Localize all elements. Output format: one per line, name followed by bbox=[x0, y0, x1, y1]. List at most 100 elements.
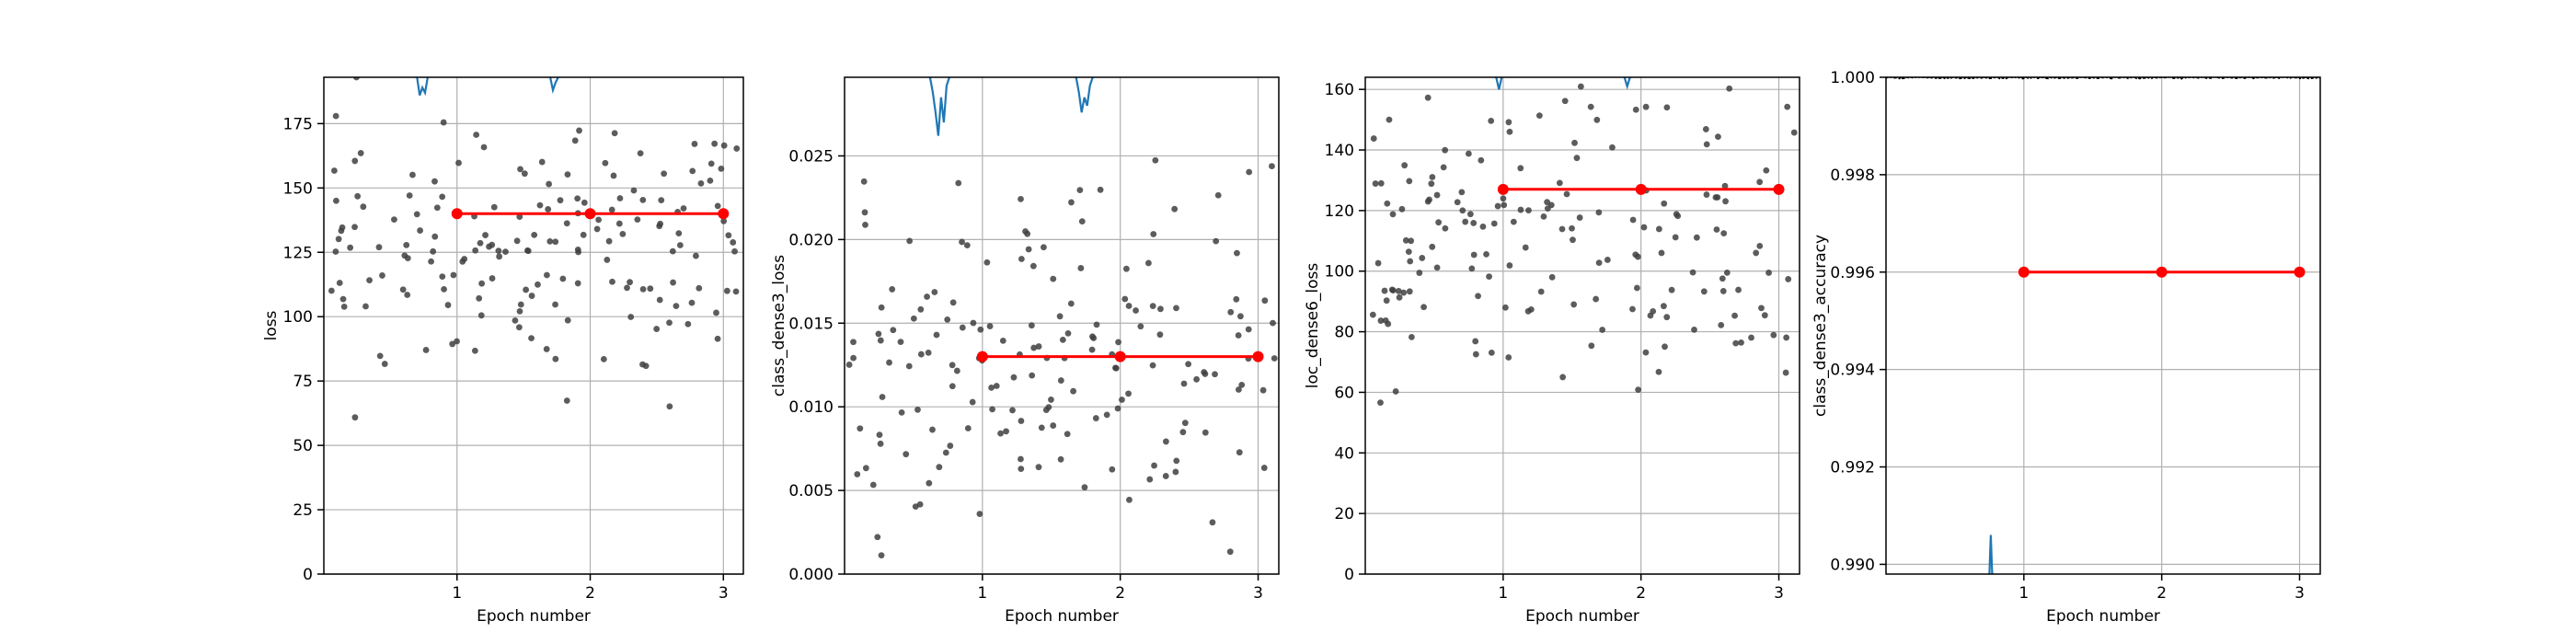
batch-point bbox=[515, 324, 523, 331]
batch-point bbox=[999, 337, 1006, 344]
batch-line bbox=[1075, 77, 1094, 113]
batch-point bbox=[1162, 438, 1169, 445]
axes-frame bbox=[323, 76, 744, 575]
batch-point bbox=[332, 112, 339, 120]
batch-point bbox=[955, 179, 962, 187]
batch-point bbox=[1029, 262, 1037, 270]
epoch-mean-point bbox=[976, 351, 988, 362]
batch-point bbox=[454, 338, 460, 345]
batch-point bbox=[713, 309, 719, 316]
batch-point bbox=[959, 324, 966, 331]
batch-point bbox=[1440, 164, 1447, 171]
batch-point bbox=[1561, 98, 1569, 105]
batch-point bbox=[557, 197, 564, 204]
batch-point bbox=[925, 349, 932, 356]
batch-point bbox=[1406, 178, 1413, 185]
batch-point bbox=[489, 241, 496, 248]
epoch-mean-point bbox=[718, 208, 730, 220]
batch-point bbox=[1479, 223, 1487, 230]
batch-point bbox=[535, 281, 541, 288]
batch-point bbox=[1400, 289, 1408, 296]
batch-point bbox=[1655, 368, 1662, 375]
batch-point bbox=[1524, 307, 1532, 315]
batch-point bbox=[1494, 202, 1501, 210]
batch-point bbox=[977, 326, 984, 333]
batch-point bbox=[936, 464, 943, 471]
batch-point bbox=[1172, 468, 1179, 476]
batch-point bbox=[482, 232, 489, 238]
batch-point bbox=[413, 211, 420, 218]
batch-point bbox=[1112, 364, 1119, 372]
y-tick-label: 40 bbox=[1334, 444, 1354, 463]
plot-area bbox=[845, 77, 1278, 559]
batch-point bbox=[1162, 473, 1169, 479]
x-tick-label: 1 bbox=[1498, 584, 1508, 603]
batch-point bbox=[670, 279, 676, 286]
batch-point bbox=[1587, 103, 1594, 110]
batch-point bbox=[931, 289, 938, 295]
batch-point bbox=[571, 137, 579, 144]
batch-point bbox=[581, 199, 588, 206]
batch-point bbox=[1149, 303, 1156, 309]
batch-point bbox=[422, 347, 430, 353]
y-tick-label: 0 bbox=[303, 566, 313, 584]
batch-point bbox=[1122, 265, 1130, 272]
batch-point bbox=[658, 197, 665, 203]
batch-point bbox=[490, 203, 498, 211]
batch-point bbox=[986, 323, 994, 329]
batch-point bbox=[480, 144, 488, 151]
batch-point bbox=[1470, 220, 1478, 226]
batch-point bbox=[449, 340, 456, 348]
batch-point bbox=[969, 398, 976, 406]
batch-point bbox=[1003, 428, 1009, 435]
batch-point bbox=[914, 406, 921, 413]
batch-point bbox=[889, 286, 896, 293]
batch-point bbox=[1472, 351, 1479, 358]
batch-point bbox=[1731, 312, 1738, 319]
batch-point bbox=[947, 443, 954, 449]
batch-point bbox=[1642, 349, 1650, 356]
batch-point bbox=[647, 285, 654, 293]
batch-point bbox=[609, 278, 615, 285]
batch-point bbox=[1540, 213, 1547, 220]
batch-point bbox=[845, 362, 853, 368]
x-tick-label: 3 bbox=[2294, 584, 2305, 603]
batch-point bbox=[1384, 200, 1391, 207]
y-tick-label: 0.000 bbox=[788, 566, 834, 584]
batch-point bbox=[1486, 273, 1492, 280]
batch-point bbox=[1442, 146, 1449, 154]
batch-point bbox=[1663, 104, 1671, 111]
batch-point bbox=[1156, 331, 1164, 339]
batch-point bbox=[1405, 248, 1412, 256]
batch-point bbox=[886, 359, 892, 366]
batch-point bbox=[1522, 244, 1529, 251]
batch-point bbox=[1428, 180, 1435, 188]
batch-point bbox=[639, 196, 647, 203]
x-axis-label: Epoch number bbox=[477, 607, 591, 626]
batch-point bbox=[347, 244, 354, 251]
epoch-mean-point bbox=[451, 208, 463, 220]
batch-point bbox=[580, 231, 587, 238]
x-tick-label: 2 bbox=[585, 584, 595, 603]
batch-point bbox=[720, 217, 728, 224]
batch-point bbox=[563, 397, 570, 404]
batch-point bbox=[970, 319, 977, 327]
batch-point bbox=[903, 451, 910, 458]
batch-point bbox=[1109, 466, 1116, 473]
batch-point bbox=[404, 255, 411, 261]
batch-point bbox=[1784, 103, 1791, 110]
batch-point bbox=[1406, 288, 1413, 295]
batch-point bbox=[725, 232, 732, 239]
batch-point bbox=[1018, 466, 1025, 472]
batch-point bbox=[399, 286, 407, 293]
batch-point bbox=[878, 304, 885, 311]
batch-point bbox=[1506, 128, 1513, 135]
y-tick-label: 0 bbox=[1344, 566, 1354, 584]
batch-point bbox=[905, 362, 913, 370]
batch-point bbox=[1577, 83, 1584, 90]
y-tick-label: 1.000 bbox=[1830, 69, 1875, 87]
batch-point bbox=[949, 362, 956, 369]
batch-point bbox=[1756, 178, 1764, 186]
batch-point bbox=[1470, 251, 1478, 259]
